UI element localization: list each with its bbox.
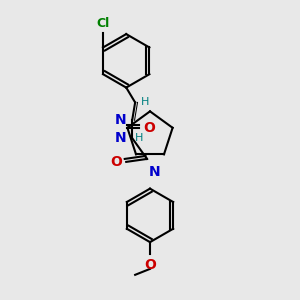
Text: O: O	[144, 121, 156, 135]
Text: Cl: Cl	[96, 16, 110, 30]
Text: N: N	[115, 113, 126, 127]
Text: O: O	[110, 155, 122, 169]
Text: N: N	[115, 131, 126, 145]
Text: H: H	[135, 133, 143, 143]
Text: H: H	[141, 98, 149, 107]
Text: N: N	[148, 165, 160, 179]
Text: O: O	[144, 259, 156, 272]
